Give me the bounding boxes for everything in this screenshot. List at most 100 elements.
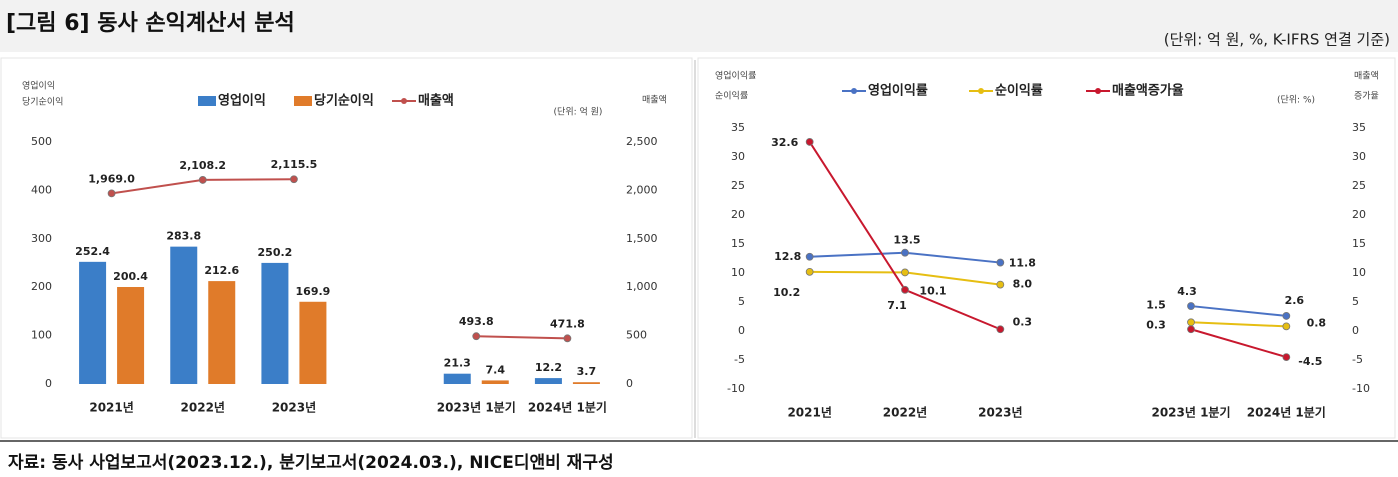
y-tick-label: -10 xyxy=(727,382,745,395)
data-label: 0.3 xyxy=(1146,318,1166,331)
data-label: 21.3 xyxy=(444,357,471,370)
legend-label: 당기순이익 xyxy=(314,93,374,109)
y2-axis-title: 매출액 xyxy=(1354,70,1379,82)
legend-label: 매출액증가율 xyxy=(1112,83,1184,99)
y2-tick-label: 2,500 xyxy=(626,135,658,148)
bar xyxy=(208,281,236,384)
y2-tick-label: 1,500 xyxy=(626,232,658,245)
y-tick-label: 300 xyxy=(31,232,52,245)
unit-note: (단위: 억 원) xyxy=(554,106,603,118)
point xyxy=(1282,353,1291,362)
data-label: 4.3 xyxy=(1177,285,1197,298)
bar xyxy=(534,378,562,384)
point xyxy=(805,267,814,276)
y-tick-label: 100 xyxy=(31,329,52,342)
x-tick-label: 2023년 1분기 xyxy=(437,400,516,415)
y2-tick-label: 30 xyxy=(1352,150,1366,163)
y2-tick-label: 2,000 xyxy=(626,183,658,196)
x-tick-label: 2022년 xyxy=(181,401,225,415)
y-tick-label: 25 xyxy=(731,179,745,192)
panel xyxy=(697,57,1396,439)
legend-label: 영업이익 xyxy=(218,93,266,109)
legend-swatch xyxy=(1095,88,1101,94)
data-label: 8.0 xyxy=(1013,278,1033,291)
data-label: 250.2 xyxy=(258,246,293,259)
data-label: 13.5 xyxy=(893,234,920,247)
y-axis-title: 순이익률 xyxy=(715,90,748,102)
point xyxy=(1282,322,1291,331)
y-tick-label: 200 xyxy=(31,280,52,293)
y2-tick-label: -10 xyxy=(1352,382,1370,395)
point xyxy=(563,334,572,343)
y-tick-label: 0 xyxy=(738,324,745,337)
y2-tick-label: 25 xyxy=(1352,179,1366,192)
data-label: 283.8 xyxy=(166,230,201,243)
legend-swatch xyxy=(401,98,407,104)
legend-swatch xyxy=(198,96,216,106)
x-tick-label: 2021년 xyxy=(89,401,133,415)
data-label: 0.3 xyxy=(1013,315,1033,328)
y-tick-label: 30 xyxy=(731,150,745,163)
point xyxy=(901,285,909,294)
y-tick-label: 20 xyxy=(731,208,745,221)
bar xyxy=(299,301,327,384)
bar xyxy=(261,262,289,384)
y2-tick-label: 35 xyxy=(1352,121,1366,134)
y2-tick-label: 1,000 xyxy=(626,280,658,293)
x-tick-label: 2023년 xyxy=(272,401,316,415)
panel xyxy=(0,57,693,439)
y-tick-label: 500 xyxy=(31,135,52,148)
point xyxy=(472,332,481,341)
header-band xyxy=(0,0,1398,52)
data-label: 7.1 xyxy=(887,299,907,312)
y2-tick-label: 15 xyxy=(1352,237,1366,250)
y-tick-label: 5 xyxy=(738,295,745,308)
x-tick-label: 2024년 1분기 xyxy=(528,400,607,415)
data-label: 1,969.0 xyxy=(88,172,135,185)
y2-tick-label: 0 xyxy=(626,377,633,390)
y2-tick-label: 0 xyxy=(1352,324,1359,337)
y2-tick-label: -5 xyxy=(1352,353,1363,366)
legend-label: 순이익률 xyxy=(995,83,1043,99)
data-label: 252.4 xyxy=(75,245,110,258)
data-label: 3.7 xyxy=(577,365,597,378)
y2-tick-label: 500 xyxy=(626,329,647,342)
point xyxy=(996,280,1005,289)
point xyxy=(1187,325,1195,334)
bar xyxy=(572,382,600,384)
data-label: 12.2 xyxy=(535,361,562,374)
y-tick-label: -5 xyxy=(734,353,745,366)
y-tick-label: 10 xyxy=(731,266,745,279)
y2-tick-label: 20 xyxy=(1352,208,1366,221)
figure-title: [그림 6] 동사 손익계산서 분석 xyxy=(6,11,295,36)
point xyxy=(901,248,909,257)
bar xyxy=(170,246,198,384)
y2-tick-label: 10 xyxy=(1352,266,1366,279)
unit-note: (단위: %) xyxy=(1277,95,1315,106)
data-label: 10.2 xyxy=(773,286,800,299)
y2-axis-title: 증가율 xyxy=(1354,91,1379,102)
data-label: 11.8 xyxy=(1009,257,1036,270)
bar xyxy=(79,261,107,384)
point xyxy=(1187,302,1195,310)
data-label: 493.8 xyxy=(459,315,494,328)
data-label: 200.4 xyxy=(113,270,148,283)
bar xyxy=(443,373,471,384)
data-label: 10.1 xyxy=(919,284,946,297)
data-label: 2,115.5 xyxy=(271,158,318,171)
y-axis-title: 당기순이익 xyxy=(22,96,63,108)
point xyxy=(996,258,1005,267)
point xyxy=(805,138,814,146)
y-axis-title: 영업이익 xyxy=(22,80,55,92)
legend-swatch xyxy=(978,88,984,94)
data-label: 212.6 xyxy=(204,264,239,277)
data-label: 2.6 xyxy=(1285,294,1305,307)
source-note: 자료: 동사 사업보고서(2023.12.), 분기보고서(2024.03.),… xyxy=(8,453,614,473)
point xyxy=(805,252,814,261)
y-tick-label: 15 xyxy=(731,237,745,250)
x-tick-label: 2024년 1분기 xyxy=(1247,405,1326,420)
data-label: 169.9 xyxy=(296,285,331,298)
data-label: 0.8 xyxy=(1307,316,1327,329)
y-tick-label: 400 xyxy=(31,183,52,196)
point xyxy=(901,268,909,277)
